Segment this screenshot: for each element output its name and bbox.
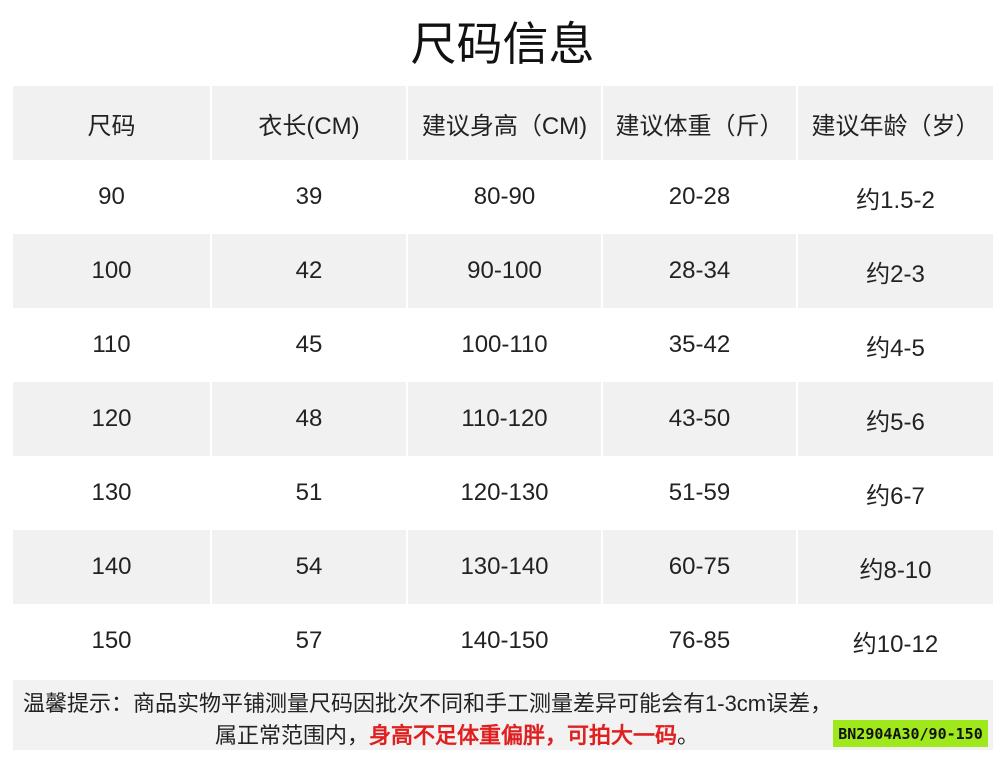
table-row: 150 57 140-150 76-85 约10-12 [13, 604, 993, 678]
table-cell: 20-28 [668, 183, 731, 210]
table-cell: 42 [212, 234, 406, 308]
table-cell: 约2-3 [798, 234, 993, 308]
table-cell: 约6-7 [866, 482, 925, 510]
table-cell: 80-90 [473, 183, 536, 210]
table-cell: 35-42 [668, 331, 731, 358]
table-cell: 51 [295, 479, 323, 506]
table-row: 120 48 110-120 43-50 约5-6 [13, 382, 993, 456]
table-cell: 约8-10 [798, 530, 993, 604]
table-cell: 51-59 [668, 479, 731, 506]
header-cell: 建议体重（斤） [603, 86, 796, 160]
table-row: 100 42 90-100 28-34 约2-3 [13, 234, 993, 308]
table-cell: 约4-5 [866, 334, 925, 362]
table-cell: 约10-12 [852, 630, 939, 658]
table-cell: 约5-6 [798, 382, 993, 456]
table-cell: 约1.5-2 [856, 186, 935, 214]
table-cell: 130 [91, 479, 132, 506]
table-cell: 43-50 [603, 382, 796, 456]
header-cell: 衣长(CM) [212, 86, 406, 160]
table-cell: 150 [91, 627, 132, 654]
notice-prefix: 属正常范围内， [215, 723, 370, 748]
table-cell: 28-34 [603, 234, 796, 308]
table-cell: 48 [212, 382, 406, 456]
table-cell: 54 [212, 530, 406, 604]
table-cell: 100 [13, 234, 210, 308]
table-cell: 140 [13, 530, 210, 604]
table-row: 140 54 130-140 60-75 约8-10 [13, 530, 993, 604]
table-cell: 90 [98, 183, 125, 210]
page-title: 尺码信息 [410, 17, 595, 71]
size-table: 尺码 衣长(CM) 建议身高（CM) 建议体重（斤） 建议年龄（岁） 90 39 8… [13, 86, 993, 678]
notice-highlight: 身高不足体重偏胖，可拍大一码 [369, 723, 678, 748]
table-cell: 120-130 [460, 479, 549, 506]
header-cell: 建议年龄（岁） [798, 86, 993, 160]
notice-suffix: 。 [677, 723, 700, 748]
table-cell: 120 [13, 382, 210, 456]
table-cell: 60-75 [603, 530, 796, 604]
notice-line-1: 温馨提示：商品实物平铺测量尺码因批次不同和手工测量差异可能会有1-3cm误差， [23, 691, 833, 716]
header-cell: 建议身高（CM) [408, 86, 601, 160]
table-cell: 110 [92, 331, 131, 358]
table-cell: 110-120 [408, 382, 601, 456]
table-cell: 57 [295, 627, 323, 654]
table-row: 90 39 80-90 20-28 约1.5-2 [13, 160, 993, 234]
table-row: 110 45 100-110 35-42 约4-5 [13, 308, 993, 382]
table-cell: 130-140 [408, 530, 601, 604]
table-cell: 76-85 [668, 627, 731, 654]
notice-line-2: 属正常范围内，身高不足体重偏胖，可拍大一码。 [215, 718, 699, 750]
table-row: 130 51 120-130 51-59 约6-7 [13, 456, 993, 530]
table-cell: 39 [295, 183, 323, 210]
table-cell: 140-150 [460, 627, 549, 654]
table-cell: 45 [295, 331, 323, 358]
table-cell: 100-110 [461, 331, 548, 358]
table-cell: 90-100 [408, 234, 601, 308]
table-header-row: 尺码 衣长(CM) 建议身高（CM) 建议体重（斤） 建议年龄（岁） [13, 86, 993, 160]
header-cell: 尺码 [13, 86, 210, 160]
notice-box: 温馨提示：商品实物平铺测量尺码因批次不同和手工测量差异可能会有1-3cm误差， … [13, 680, 993, 750]
product-code-badge: BN2904A30/90-150 [833, 720, 988, 747]
